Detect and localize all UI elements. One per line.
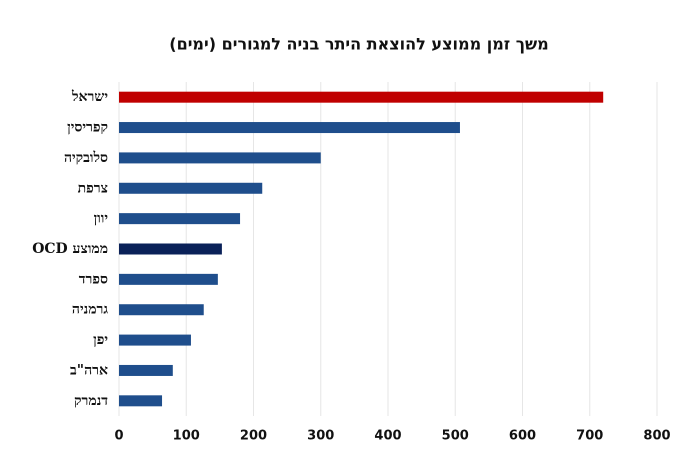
x-tick-label: 500	[442, 429, 469, 444]
y-tick-label: ספרד	[79, 271, 108, 287]
chart-title: משך זמן ממוצע להוצאת היתר בניה למגורים (…	[169, 35, 548, 54]
x-tick-label: 0	[114, 429, 123, 444]
y-tick-label: קפריסין	[67, 120, 108, 136]
bar	[119, 243, 222, 255]
x-tick-label: 700	[576, 429, 603, 444]
x-tick-label: 800	[643, 429, 670, 444]
bar	[119, 182, 263, 194]
bar	[119, 213, 241, 225]
bar	[119, 273, 218, 285]
y-tick-label: צרפת	[78, 180, 108, 196]
bar	[119, 91, 604, 103]
y-tick-label: גרמניה	[72, 302, 108, 318]
y-tick-label: ממוצע OCD	[32, 241, 108, 257]
x-tick-label: 300	[307, 429, 334, 444]
bar	[119, 152, 321, 164]
x-tick-label: 600	[509, 429, 536, 444]
y-tick-label: ארה"ב	[70, 362, 108, 378]
y-tick-label: דנמרק	[74, 393, 108, 409]
bar	[119, 364, 173, 376]
x-tick-label: 200	[240, 429, 267, 444]
bar	[119, 122, 460, 134]
y-tick-label: יפן	[93, 332, 108, 348]
bar	[119, 304, 204, 316]
x-tick-label: 400	[374, 429, 401, 444]
bar	[119, 395, 163, 407]
y-tick-label: יוון	[94, 211, 108, 227]
bar	[119, 334, 191, 346]
x-tick-label: 100	[173, 429, 200, 444]
y-tick-label: ישראל	[71, 89, 108, 105]
y-tick-label: סלובקיה	[64, 150, 108, 166]
